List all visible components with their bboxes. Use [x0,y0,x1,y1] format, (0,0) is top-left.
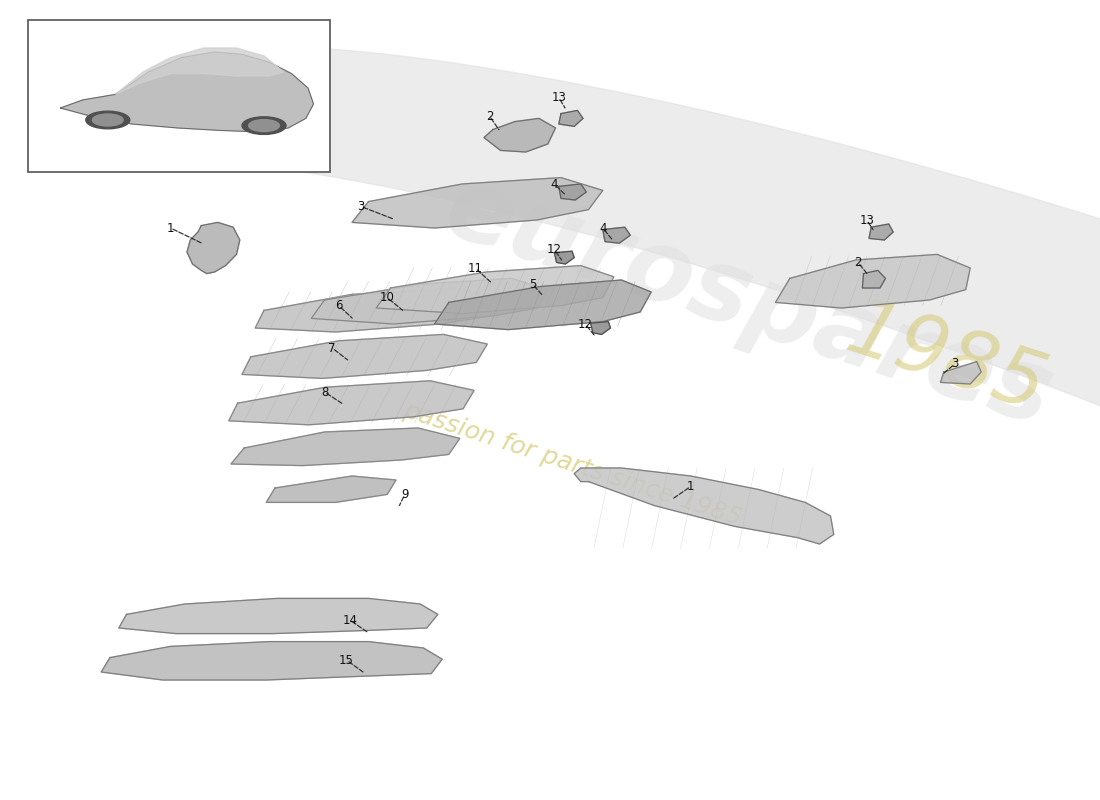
Polygon shape [554,251,574,264]
Polygon shape [119,598,438,634]
Polygon shape [376,266,614,314]
Text: 12: 12 [547,243,562,256]
Polygon shape [869,224,893,240]
Text: 4: 4 [600,222,606,234]
Text: 6: 6 [336,299,342,312]
Text: 13: 13 [859,214,874,226]
Ellipse shape [249,119,279,131]
Polygon shape [559,110,583,126]
Text: 1: 1 [167,222,174,234]
Text: 1985: 1985 [836,291,1056,429]
Polygon shape [862,270,886,288]
Text: 2: 2 [486,110,493,122]
Polygon shape [776,254,970,308]
Text: eurospares: eurospares [432,160,1064,448]
Polygon shape [591,322,611,334]
Text: 5: 5 [529,278,536,290]
Polygon shape [60,52,314,132]
Text: 9: 9 [402,488,408,501]
Text: 4: 4 [551,178,558,190]
Polygon shape [101,642,442,680]
Text: 10: 10 [379,291,395,304]
Polygon shape [484,118,556,152]
Polygon shape [434,280,651,330]
Polygon shape [352,178,603,228]
Text: passion for parts since 1985: passion for parts since 1985 [399,398,745,530]
Text: 1: 1 [688,480,694,493]
Text: 11: 11 [468,262,483,274]
Polygon shape [116,48,284,94]
Bar [28,20,330,172]
Polygon shape [311,278,548,324]
Polygon shape [255,288,500,332]
Text: 3: 3 [358,200,364,213]
Text: 8: 8 [321,386,328,398]
Polygon shape [198,48,1100,432]
Polygon shape [229,381,474,425]
Polygon shape [940,362,981,384]
Ellipse shape [92,114,123,126]
Text: 12: 12 [578,318,593,330]
Text: 2: 2 [855,256,861,269]
Text: 7: 7 [329,342,336,354]
Text: 3: 3 [952,358,958,370]
Polygon shape [559,184,586,200]
Ellipse shape [86,111,130,129]
Polygon shape [242,334,487,378]
Text: 14: 14 [342,614,358,626]
Text: 15: 15 [339,654,354,666]
Polygon shape [231,428,460,466]
Polygon shape [266,476,396,502]
Polygon shape [574,468,834,544]
Polygon shape [187,222,240,274]
Polygon shape [603,227,630,243]
Ellipse shape [242,117,286,134]
Text: 13: 13 [551,91,566,104]
